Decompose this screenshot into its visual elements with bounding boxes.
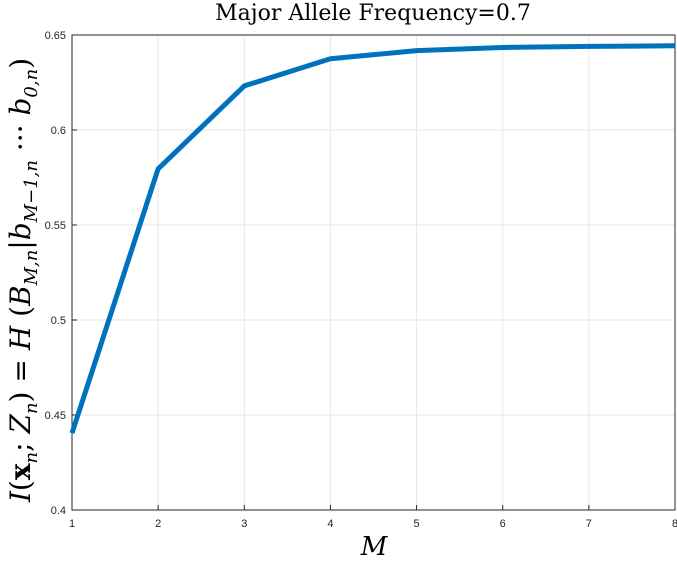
series-line	[69, 43, 676, 434]
y-tick-label: 0.45	[45, 410, 66, 422]
y-axis-label: I(xn; Zn) = H (BM,n|bM−1,n ··· b0,n)	[4, 58, 42, 503]
chart-title: Major Allele Frequency=0.7	[215, 1, 531, 26]
y-tick-label: 0.5	[51, 315, 66, 327]
y-axis-ticks: 0.4 0.45 0.5 0.55 0.6 0.65	[45, 30, 77, 517]
x-tick-label: 1	[69, 518, 75, 530]
plot-area-frame	[71, 34, 676, 511]
y-tick-label: 0.65	[45, 30, 66, 42]
x-axis-label: M	[360, 532, 389, 562]
y-tick-label: 0.6	[51, 125, 66, 137]
x-tick-label: 4	[327, 518, 333, 530]
x-tick-label: 8	[672, 518, 677, 530]
x-tick-label: 2	[155, 518, 161, 530]
y-tick-label: 0.4	[51, 505, 66, 517]
y-tick-label: 0.55	[45, 220, 66, 232]
x-tick-label: 5	[414, 518, 420, 530]
grid-lines	[71, 34, 676, 511]
x-axis-ticks: 1 2 3 4 5 6 7 8	[69, 505, 677, 530]
x-tick-label: 7	[586, 518, 592, 530]
x-tick-label: 6	[500, 518, 506, 530]
x-tick-label: 3	[241, 518, 247, 530]
